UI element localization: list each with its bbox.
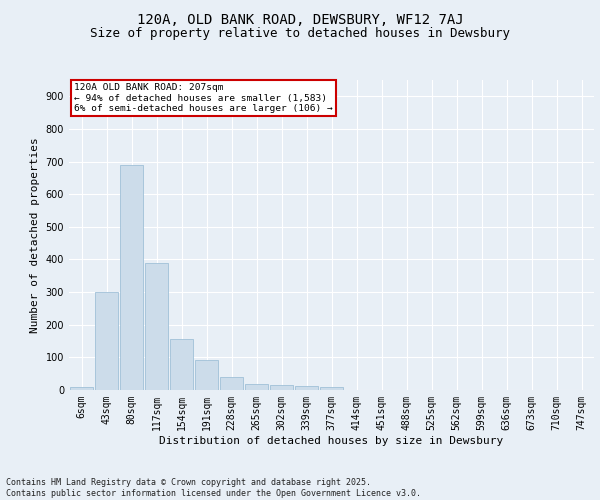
Text: 120A OLD BANK ROAD: 207sqm
← 94% of detached houses are smaller (1,583)
6% of se: 120A OLD BANK ROAD: 207sqm ← 94% of deta…	[74, 83, 333, 113]
Bar	[119, 165, 143, 390]
Text: Contains HM Land Registry data © Crown copyright and database right 2025.
Contai: Contains HM Land Registry data © Crown c…	[6, 478, 421, 498]
Y-axis label: Number of detached properties: Number of detached properties	[30, 137, 40, 333]
X-axis label: Distribution of detached houses by size in Dewsbury: Distribution of detached houses by size …	[160, 436, 503, 446]
Bar	[269, 385, 293, 390]
Bar	[245, 384, 268, 390]
Bar	[295, 386, 319, 390]
Bar	[145, 262, 169, 390]
Text: Size of property relative to detached houses in Dewsbury: Size of property relative to detached ho…	[90, 28, 510, 40]
Bar	[220, 377, 244, 390]
Bar	[70, 388, 94, 390]
Bar	[194, 360, 218, 390]
Bar	[95, 292, 118, 390]
Bar	[170, 339, 193, 390]
Bar	[320, 388, 343, 390]
Text: 120A, OLD BANK ROAD, DEWSBURY, WF12 7AJ: 120A, OLD BANK ROAD, DEWSBURY, WF12 7AJ	[137, 12, 463, 26]
